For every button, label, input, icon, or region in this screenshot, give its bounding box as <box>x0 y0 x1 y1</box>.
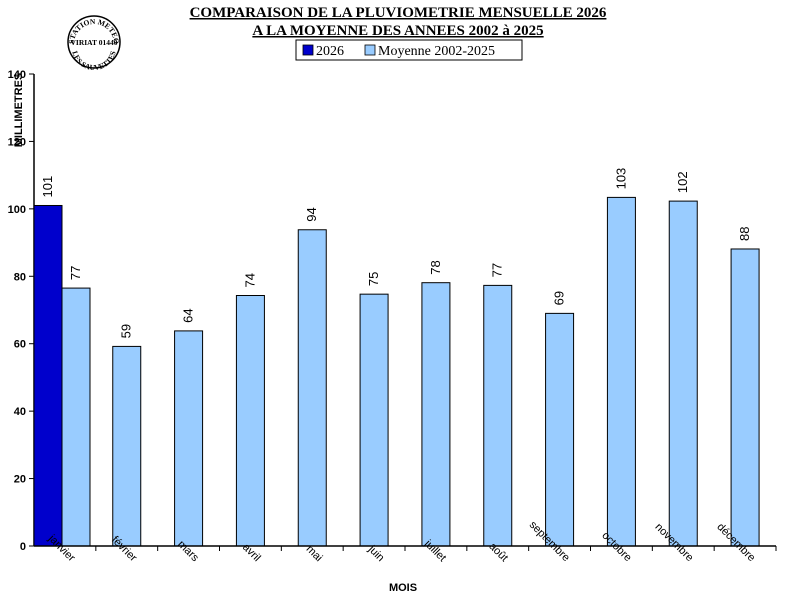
bar-2026 <box>33 204 63 547</box>
station-stamp: STATION METEO VIRIAT 01440 LES SAUVETTES <box>67 15 121 72</box>
stamp-bottom-text: LES SAUVETTES <box>70 50 117 72</box>
y-tick-label: 40 <box>14 406 26 418</box>
bar-moyenne <box>668 200 698 547</box>
chart-title-line1: COMPARAISON DE LA PLUVIOMETRIE MENSUELLE… <box>190 5 607 21</box>
legend: 2026 Moyenne 2002-2025 <box>295 39 523 61</box>
data-label: 88 <box>737 227 752 241</box>
y-axis-title: MILLIMETRES <box>13 73 25 148</box>
data-label: 74 <box>242 273 257 287</box>
data-label: 69 <box>552 291 567 305</box>
data-label: 102 <box>675 171 690 193</box>
legend-box <box>295 39 523 61</box>
data-label: 94 <box>304 207 319 221</box>
y-tick-label: 0 <box>20 541 26 553</box>
legend-label-2026: 2026 <box>316 44 344 59</box>
bar-moyenne <box>483 284 513 547</box>
legend-label-moyenne: Moyenne 2002-2025 <box>378 44 495 59</box>
y-tick-label: 60 <box>14 339 26 351</box>
data-label: 77 <box>68 266 83 280</box>
y-tick-label: 80 <box>14 271 26 283</box>
x-axis-title: MOIS <box>389 582 417 594</box>
plot-area: 02040608010012014010177janvier59février6… <box>8 69 777 564</box>
bar-moyenne <box>545 312 575 547</box>
bar-moyenne <box>174 330 204 547</box>
bar-moyenne <box>421 282 451 547</box>
chart-title-line2: A LA MOYENNE DES ANNEES 2002 à 2025 <box>252 23 543 39</box>
bar-moyenne <box>61 287 91 547</box>
data-label: 101 <box>40 176 55 198</box>
y-tick-label: 100 <box>8 204 26 216</box>
data-label: 59 <box>119 324 134 338</box>
bar-moyenne <box>606 196 636 547</box>
data-label: 78 <box>428 260 443 274</box>
legend-swatch-moyenne <box>364 44 376 56</box>
stamp-outer-ring <box>67 15 121 69</box>
legend-swatch-2026 <box>302 44 314 56</box>
bar-moyenne <box>730 248 760 547</box>
bar-moyenne <box>235 295 265 547</box>
data-label: 64 <box>181 308 196 322</box>
bar-moyenne <box>359 293 389 547</box>
bar-moyenne <box>112 345 142 547</box>
stamp-middle-text: VIRIAT 01440 <box>70 38 117 47</box>
y-tick-label: 140 <box>8 69 26 81</box>
data-label: 103 <box>613 168 628 190</box>
bar-moyenne <box>297 229 327 547</box>
y-tick-label: 20 <box>14 474 26 486</box>
data-label: 77 <box>490 263 505 277</box>
data-label: 75 <box>366 272 381 286</box>
y-tick-label: 120 <box>8 136 26 148</box>
